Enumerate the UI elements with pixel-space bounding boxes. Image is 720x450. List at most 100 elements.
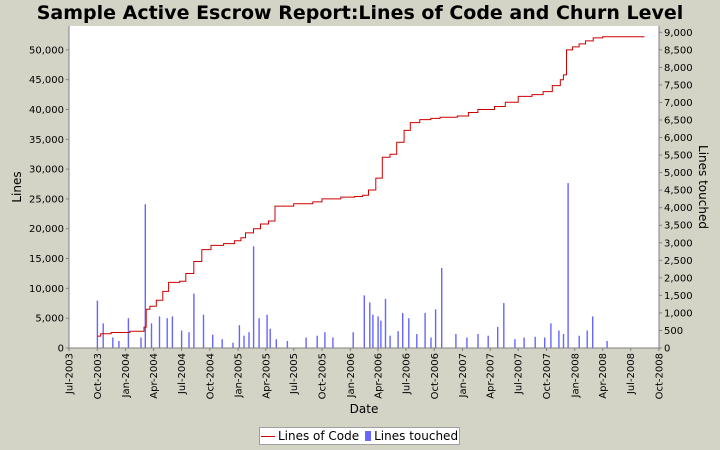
bar-lines-touched xyxy=(369,302,371,348)
right-tick-label: 3,000 xyxy=(664,238,693,249)
bar-lines-touched xyxy=(397,331,399,348)
bar-lines-touched xyxy=(434,309,437,348)
bar-lines-touched xyxy=(477,334,479,348)
bar-lines-touched xyxy=(275,339,277,348)
left-tick-label: 45,000 xyxy=(29,75,64,86)
bar-lines-touched xyxy=(514,339,516,348)
legend: Lines of Code Lines touched xyxy=(259,427,460,445)
x-tick-label: Oct-2005 xyxy=(318,353,329,399)
x-tick-label: Jan-2007 xyxy=(458,353,469,398)
x-tick-label: Apr-2008 xyxy=(598,353,609,399)
right-axis-title: Lines touched xyxy=(696,145,710,229)
bar-lines-touched xyxy=(586,330,588,348)
left-tick-label: 35,000 xyxy=(29,135,64,146)
bar-lines-touched xyxy=(416,334,418,348)
bar-lines-touched xyxy=(166,318,168,348)
bar-lines-touched xyxy=(389,335,391,348)
right-tick-label: 3,500 xyxy=(664,221,693,232)
bar-lines-touched xyxy=(372,314,374,348)
bar-lines-touched xyxy=(258,318,260,348)
x-tick-label: Oct-2007 xyxy=(542,353,553,399)
x-tick-label: Jul-2006 xyxy=(402,353,413,395)
right-tick-label: 8,500 xyxy=(664,45,693,56)
left-tick-label: 30,000 xyxy=(29,165,64,176)
bar-lines-touched xyxy=(266,314,268,348)
left-tick-label: 15,000 xyxy=(29,254,64,265)
left-tick-label: 25,000 xyxy=(29,194,64,205)
bar-lines-touched xyxy=(487,335,489,348)
bar-lines-touched xyxy=(324,332,326,348)
bar-lines-touched xyxy=(352,332,354,348)
left-tick-label: 20,000 xyxy=(29,224,64,235)
right-tick-label: 4,000 xyxy=(664,203,693,214)
x-tick-label: Jan-2004 xyxy=(121,353,132,398)
bar-lines-touched xyxy=(252,246,255,348)
x-tick-label: Oct-2003 xyxy=(93,353,104,399)
x-tick-label: Jul-2004 xyxy=(177,353,188,395)
legend-label-lines-of-code: Lines of Code xyxy=(277,429,360,443)
x-tick-label: Jan-2006 xyxy=(346,353,357,398)
bar-lines-touched xyxy=(269,328,271,348)
x-tick-label: Oct-2008 xyxy=(655,353,666,399)
bar-lines-touched xyxy=(193,293,195,348)
bar-lines-touched xyxy=(424,312,426,348)
right-tick-label: 6,000 xyxy=(664,133,693,144)
legend-item-lines-of-code: Lines of Code xyxy=(260,429,360,443)
bar-lines-touched xyxy=(171,316,174,348)
x-axis-title: Date xyxy=(350,402,379,416)
bar-lines-touched xyxy=(567,183,569,348)
bar-lines-touched xyxy=(606,341,608,348)
x-tick-label: Jul-2008 xyxy=(626,353,637,395)
x-axis: Jul-2003 Oct-2003 Jan-2004 Apr-2004 Jul-2004… xyxy=(65,347,666,399)
bar-lines-touched xyxy=(243,335,245,348)
right-tick-label: 2,500 xyxy=(664,256,693,267)
x-tick-label: Jul-2007 xyxy=(514,353,525,395)
bar-lines-touched xyxy=(305,337,307,348)
x-tick-label: Oct-2006 xyxy=(430,353,441,399)
bar-lines-touched xyxy=(102,323,104,348)
lines-of-code-series xyxy=(97,36,645,337)
x-tick-label: Apr-2004 xyxy=(149,353,160,399)
x-tick-label: Jan-2005 xyxy=(234,353,245,398)
bar-lines-touched xyxy=(158,316,161,348)
bar-lines-touched xyxy=(144,204,146,348)
legend-item-lines-touched: Lines touched xyxy=(365,429,458,443)
bar-lines-touched xyxy=(544,337,546,348)
bar-lines-touched xyxy=(286,341,289,348)
bar-lines-touched xyxy=(332,337,334,348)
bar-lines-touched xyxy=(180,330,183,348)
bar-lines-touched xyxy=(562,334,565,348)
x-tick-label: Apr-2005 xyxy=(261,353,272,399)
x-tick-label: Apr-2007 xyxy=(486,353,497,399)
bar-lines-touched xyxy=(221,339,223,348)
right-tick-label: 8,000 xyxy=(664,63,693,74)
bar-lines-touched xyxy=(455,334,457,348)
line-lines-of-code xyxy=(97,36,645,337)
x-tick-label: Jul-2005 xyxy=(289,353,300,395)
chart-title: Sample Active Escrow Report:Lines of Cod… xyxy=(36,2,684,24)
bar-lines-touched xyxy=(140,337,142,348)
bar-lines-touched xyxy=(523,337,525,348)
bar-lines-touched xyxy=(441,268,443,348)
bar-lines-touched xyxy=(127,318,130,348)
right-tick-label: 9,000 xyxy=(664,28,693,39)
left-tick-label: 5,000 xyxy=(35,314,64,325)
bar-lines-touched xyxy=(503,303,505,348)
left-tick-label: 40,000 xyxy=(29,105,64,116)
right-tick-label: 500 xyxy=(664,326,683,337)
bar-lines-touched xyxy=(363,295,365,348)
bar-lines-touched xyxy=(112,337,114,348)
bar-lines-touched xyxy=(592,316,594,348)
bar-lines-touched xyxy=(238,325,241,348)
bar-lines-touched xyxy=(384,298,387,348)
bar-lines-touched xyxy=(578,335,580,348)
bar-lines-touched xyxy=(558,330,560,348)
right-tick-label: 1,000 xyxy=(664,308,693,319)
bar-lines-touched xyxy=(377,316,379,348)
x-tick-label: Jul-2003 xyxy=(65,353,76,395)
left-axis: 0 5,000 10,000 15,000 20,000 25,000 30,000 35,0… xyxy=(29,26,70,355)
bar-lines-touched xyxy=(118,341,120,348)
right-axis: 0 500 1,000 1,500 2,000 2,500 3,000 3,500 4,000 4… xyxy=(658,26,693,355)
bar-lines-touched xyxy=(96,300,99,348)
right-tick-label: 5,500 xyxy=(664,151,693,162)
